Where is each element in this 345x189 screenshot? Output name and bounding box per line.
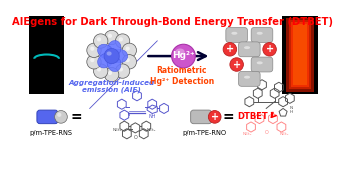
FancyArrowPatch shape — [148, 52, 206, 60]
Circle shape — [119, 37, 123, 41]
Circle shape — [223, 43, 237, 56]
Circle shape — [93, 64, 108, 78]
Circle shape — [122, 55, 137, 69]
Text: NEt₂: NEt₂ — [113, 128, 122, 132]
Text: NEt₂: NEt₂ — [147, 128, 156, 132]
Text: p/m-TPE-RNO: p/m-TPE-RNO — [183, 130, 227, 136]
Ellipse shape — [231, 32, 237, 35]
Ellipse shape — [257, 32, 263, 35]
Text: =: = — [223, 110, 234, 124]
Circle shape — [119, 67, 123, 71]
Text: NH: NH — [148, 114, 156, 119]
Bar — [291, 22, 309, 87]
Text: O: O — [264, 130, 268, 135]
Circle shape — [97, 67, 101, 71]
Bar — [286, 18, 314, 91]
Circle shape — [230, 58, 244, 71]
Ellipse shape — [104, 48, 119, 64]
FancyBboxPatch shape — [238, 42, 260, 57]
Text: Ratiometric
Hg²⁺ Detection: Ratiometric Hg²⁺ Detection — [150, 66, 214, 86]
Circle shape — [93, 34, 108, 48]
Bar — [29, 15, 65, 94]
Bar — [282, 15, 318, 94]
Circle shape — [105, 30, 119, 45]
Circle shape — [105, 67, 119, 82]
Circle shape — [90, 46, 95, 51]
Text: +: + — [226, 44, 234, 54]
Circle shape — [97, 37, 101, 41]
Circle shape — [108, 34, 112, 38]
Text: N
H: N H — [290, 106, 293, 114]
FancyBboxPatch shape — [37, 110, 58, 124]
Bar — [288, 20, 312, 89]
Text: AIEgens for Dark Through-Bond Energy Transfer (DTBET): AIEgens for Dark Through-Bond Energy Tra… — [12, 17, 333, 27]
Ellipse shape — [175, 48, 185, 55]
Text: Aggregation-induced
emission (AIE): Aggregation-induced emission (AIE) — [69, 80, 155, 93]
Text: Hg²⁺: Hg²⁺ — [172, 51, 195, 60]
Circle shape — [115, 64, 130, 78]
Circle shape — [115, 34, 130, 48]
Ellipse shape — [107, 55, 121, 72]
Circle shape — [90, 58, 95, 62]
Text: NEt₂: NEt₂ — [280, 132, 289, 136]
Text: DTBET: DTBET — [237, 112, 268, 121]
Ellipse shape — [244, 46, 250, 49]
FancyBboxPatch shape — [238, 71, 260, 86]
FancyBboxPatch shape — [191, 110, 212, 124]
Ellipse shape — [257, 61, 263, 64]
Text: +: + — [266, 44, 274, 54]
Ellipse shape — [107, 51, 112, 56]
Circle shape — [57, 113, 61, 117]
Circle shape — [208, 111, 221, 123]
Text: p/m-TPE-RNS: p/m-TPE-RNS — [29, 130, 72, 136]
Bar — [293, 24, 307, 85]
FancyBboxPatch shape — [251, 57, 273, 72]
Circle shape — [126, 58, 130, 62]
Circle shape — [55, 111, 67, 123]
Text: =: = — [70, 110, 82, 124]
Circle shape — [263, 43, 276, 56]
Circle shape — [122, 43, 137, 57]
Text: +: + — [233, 60, 241, 70]
FancyArrowPatch shape — [272, 112, 276, 117]
FancyBboxPatch shape — [251, 28, 273, 42]
Ellipse shape — [171, 44, 195, 68]
Circle shape — [126, 46, 130, 51]
FancyBboxPatch shape — [226, 28, 247, 42]
Ellipse shape — [98, 53, 114, 68]
Ellipse shape — [107, 41, 121, 57]
Circle shape — [87, 55, 101, 69]
Text: O: O — [134, 135, 137, 140]
Text: +: + — [211, 112, 219, 122]
Circle shape — [108, 71, 112, 75]
Ellipse shape — [98, 44, 114, 59]
Ellipse shape — [244, 76, 250, 79]
Circle shape — [87, 43, 101, 57]
Text: NEt₂: NEt₂ — [243, 132, 253, 136]
Ellipse shape — [111, 49, 128, 63]
